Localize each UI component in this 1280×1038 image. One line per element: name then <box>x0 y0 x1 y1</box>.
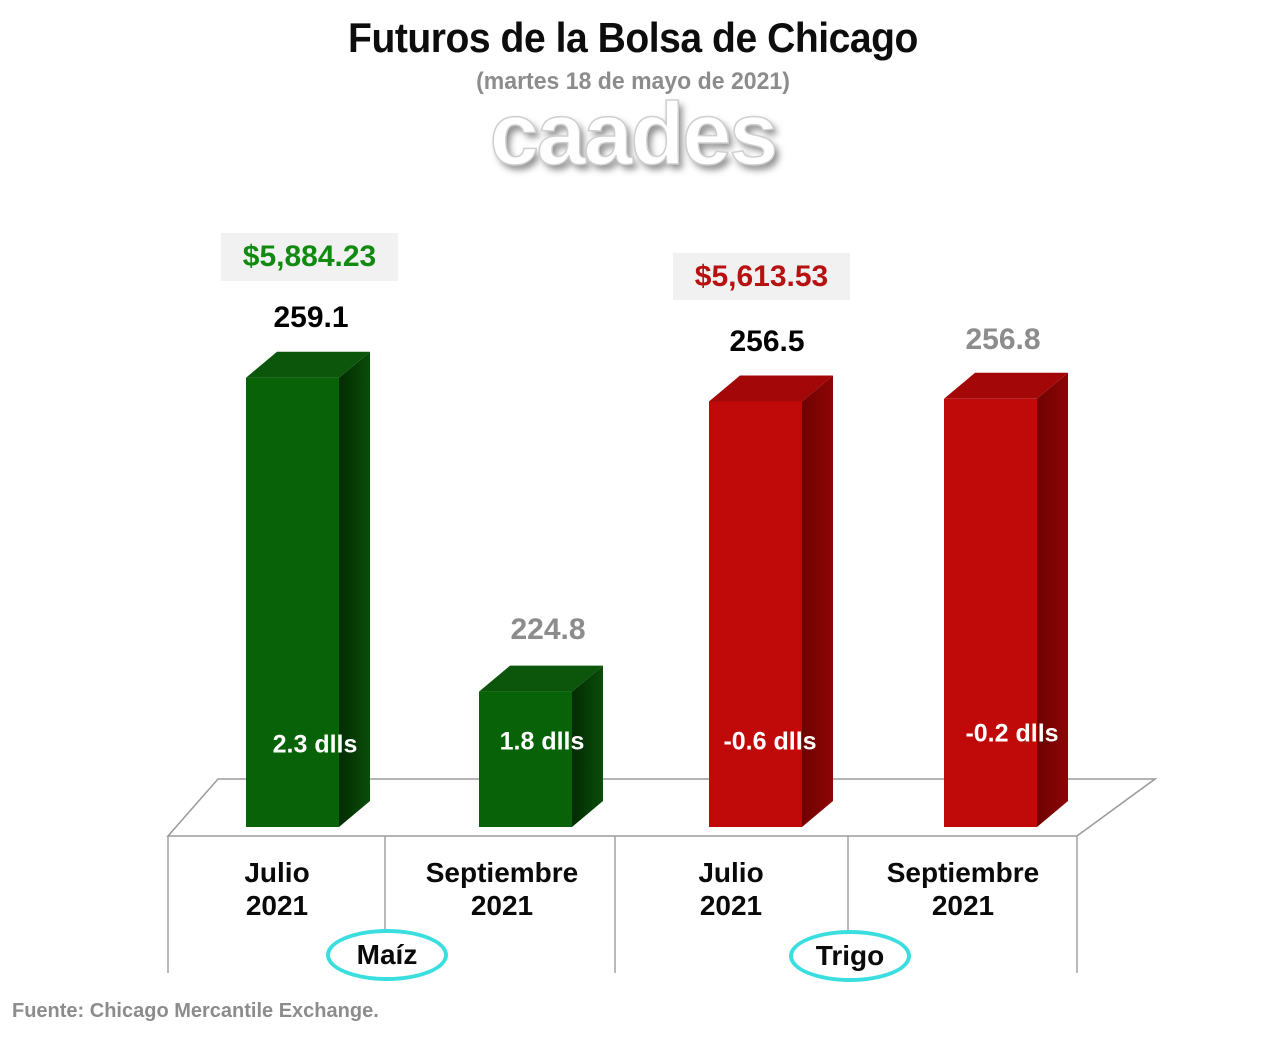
x-tick-line1: Julio <box>698 857 764 888</box>
bar-trigo-2-side <box>802 375 833 827</box>
x-tick-line1: Julio <box>244 857 310 888</box>
bar-trigo-3-top <box>944 372 1068 399</box>
x-tick-line2: 2021 <box>931 890 995 921</box>
price-badge-maiz: $5,884.23 <box>221 233 398 281</box>
bar-value-label: 224.8 <box>510 613 586 646</box>
bar-value-label: 259.1 <box>273 301 349 334</box>
x-tick-label: Julio 2021 <box>157 856 397 922</box>
bar-value-label: 256.8 <box>965 323 1041 356</box>
bar-trigo-3-front <box>944 398 1037 827</box>
bar-maíz-0-top <box>246 351 370 378</box>
bar-value-label: 256.5 <box>729 325 805 358</box>
bar-maíz-0-side <box>339 351 370 827</box>
source-note: Fuente: Chicago Mercantile Exchange. <box>12 1000 379 1022</box>
chart-floor <box>166 778 1158 837</box>
bar-trigo-2-top <box>709 375 833 402</box>
bar-change-label: -0.2 dlls <box>965 719 1059 748</box>
x-tick-label: Septiembre 2021 <box>843 856 1083 922</box>
bar-trigo-2-front <box>709 401 802 827</box>
group-label-trigo: Trigo <box>815 940 885 971</box>
x-tick-line2: 2021 <box>245 890 309 921</box>
page-title: Futuros de la Bolsa de Chicago <box>348 14 918 61</box>
group-oval-maiz: Maíz <box>326 929 448 981</box>
date-subtitle: (martes 18 de mayo de 2021) <box>476 68 790 95</box>
x-tick-label: Septiembre 2021 <box>382 856 622 922</box>
header: Futuros de la Bolsa de Chicago (martes 1… <box>0 0 1280 183</box>
bar-maíz-1-top <box>479 665 603 692</box>
bar-trigo-3-side <box>1037 372 1068 827</box>
bar-maíz-1-front <box>479 691 572 827</box>
group-oval-trigo: Trigo <box>789 930 911 982</box>
x-tick-line2: 2021 <box>470 890 534 921</box>
x-tick-line1: Septiembre <box>425 857 579 888</box>
bar-change-label: 2.3 dlls <box>272 730 358 759</box>
x-tick-line1: Septiembre <box>886 857 1040 888</box>
x-tick-line2: 2021 <box>699 890 763 921</box>
x-tick-label: Julio 2021 <box>611 856 851 922</box>
bar-maíz-1-side <box>572 665 603 827</box>
price-badge-trigo: $5,613.53 <box>673 253 850 300</box>
caades-logo: caades <box>489 84 779 183</box>
group-label-maiz: Maíz <box>356 939 418 970</box>
bar-change-label: -0.6 dlls <box>723 727 817 756</box>
bar-maíz-0-front <box>246 377 339 827</box>
bar-change-label: 1.8 dlls <box>499 727 585 756</box>
